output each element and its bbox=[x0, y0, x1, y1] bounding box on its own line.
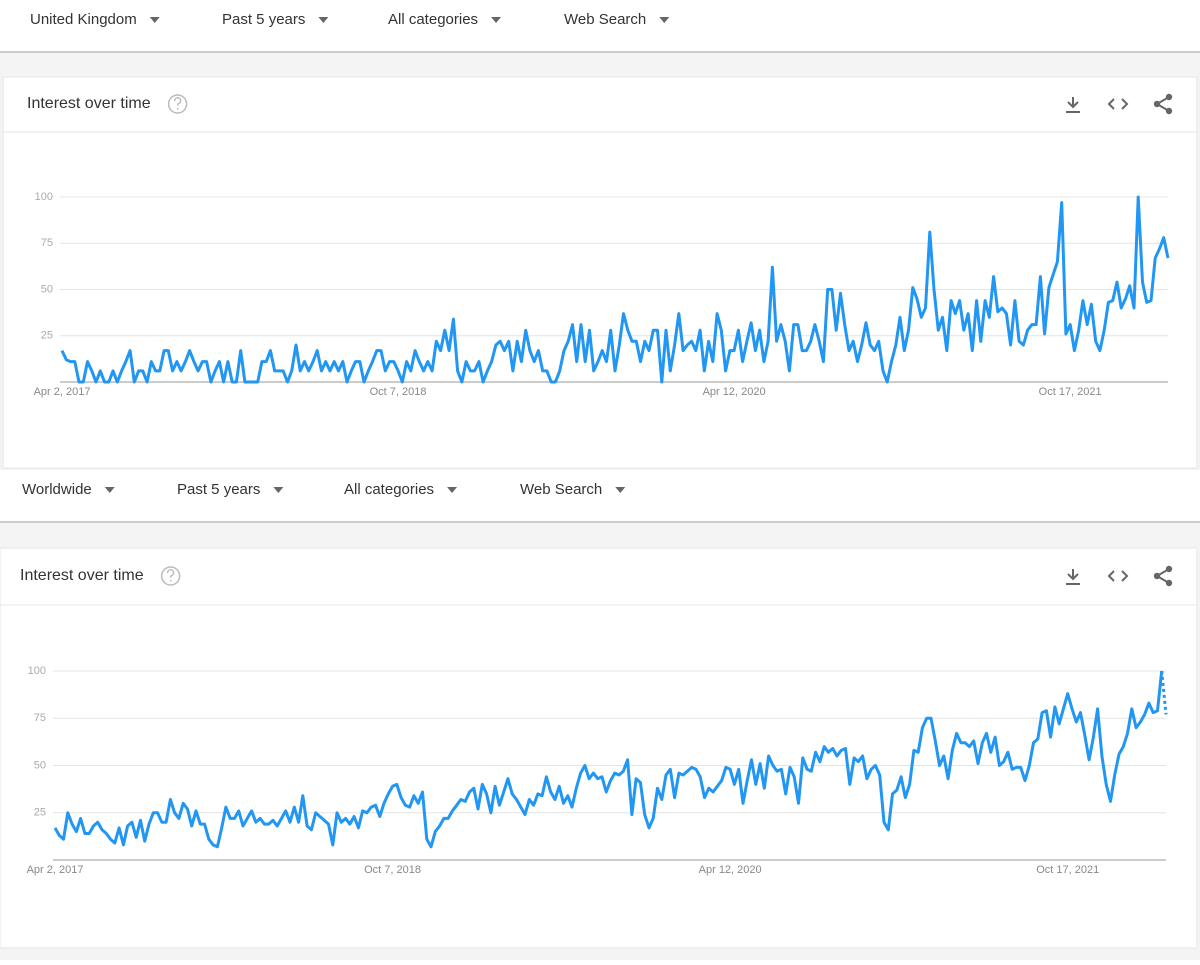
share-icon[interactable] bbox=[1165, 107, 1173, 115]
filter-dropdown[interactable]: Past 5 years bbox=[222, 11, 305, 28]
filter-dropdown[interactable]: All categories bbox=[344, 481, 434, 498]
y-tick-label: 50 bbox=[34, 759, 46, 771]
dropdown-arrow[interactable] bbox=[615, 487, 626, 493]
y-tick-label: 100 bbox=[35, 191, 53, 203]
dropdown-arrow[interactable] bbox=[104, 487, 115, 493]
download-icon[interactable] bbox=[1066, 569, 1080, 585]
share-icon[interactable] bbox=[1153, 100, 1161, 108]
card-title: Interest over time bbox=[27, 95, 151, 112]
card bbox=[0, 547, 1198, 949]
partial-segment bbox=[1160, 670, 1168, 715]
card-title: Interest over time bbox=[20, 567, 144, 584]
download-icon[interactable] bbox=[1066, 97, 1080, 113]
y-tick-label: 25 bbox=[34, 807, 46, 819]
filter-dropdown[interactable]: United Kingdom bbox=[30, 11, 137, 28]
trend-line bbox=[53, 670, 1164, 849]
share-icon[interactable] bbox=[1165, 579, 1173, 587]
help-mark bbox=[166, 569, 175, 582]
filter-dropdown[interactable]: Worldwide bbox=[22, 481, 92, 498]
dropdown-arrow[interactable] bbox=[149, 17, 160, 23]
x-tick-label: Apr 12, 2020 bbox=[699, 864, 762, 876]
x-tick-label: Oct 7, 2018 bbox=[364, 864, 421, 876]
embed-icon[interactable] bbox=[1107, 98, 1129, 110]
y-tick-label: 100 bbox=[28, 665, 46, 677]
x-tick-label: Oct 17, 2021 bbox=[1036, 864, 1099, 876]
card bbox=[2, 76, 1198, 469]
y-tick-label: 75 bbox=[41, 237, 53, 249]
dropdown-arrow[interactable] bbox=[318, 17, 329, 23]
x-tick-label: Apr 2, 2017 bbox=[34, 386, 91, 398]
filter-dropdown[interactable]: Past 5 years bbox=[177, 481, 260, 498]
x-tick-label: Oct 17, 2021 bbox=[1039, 386, 1102, 398]
dropdown-arrow[interactable] bbox=[447, 487, 458, 493]
x-tick-label: Oct 7, 2018 bbox=[370, 386, 427, 398]
dropdown-arrow[interactable] bbox=[659, 17, 670, 23]
y-tick-label: 50 bbox=[41, 283, 53, 295]
filter-dropdown[interactable]: Web Search bbox=[520, 481, 602, 498]
share-icon[interactable] bbox=[1165, 93, 1173, 101]
filter-bar bbox=[0, 0, 1200, 52]
y-tick-label: 75 bbox=[34, 712, 46, 724]
x-tick-label: Apr 2, 2017 bbox=[27, 864, 84, 876]
share-icon[interactable] bbox=[1165, 565, 1173, 573]
x-tick-label: Apr 12, 2020 bbox=[703, 386, 766, 398]
help-mark bbox=[173, 97, 182, 110]
trend-line bbox=[60, 195, 1170, 384]
dropdown-arrow[interactable] bbox=[491, 17, 502, 23]
share-icon[interactable] bbox=[1153, 572, 1161, 580]
help-icon[interactable] bbox=[160, 566, 181, 586]
embed-icon[interactable] bbox=[1107, 570, 1129, 582]
filter-dropdown[interactable]: All categories bbox=[388, 11, 478, 28]
filter-bar bbox=[0, 470, 1200, 522]
filter-dropdown[interactable]: Web Search bbox=[564, 11, 646, 28]
y-tick-label: 25 bbox=[41, 330, 53, 342]
dropdown-arrow[interactable] bbox=[273, 487, 284, 493]
help-icon[interactable] bbox=[167, 94, 188, 114]
